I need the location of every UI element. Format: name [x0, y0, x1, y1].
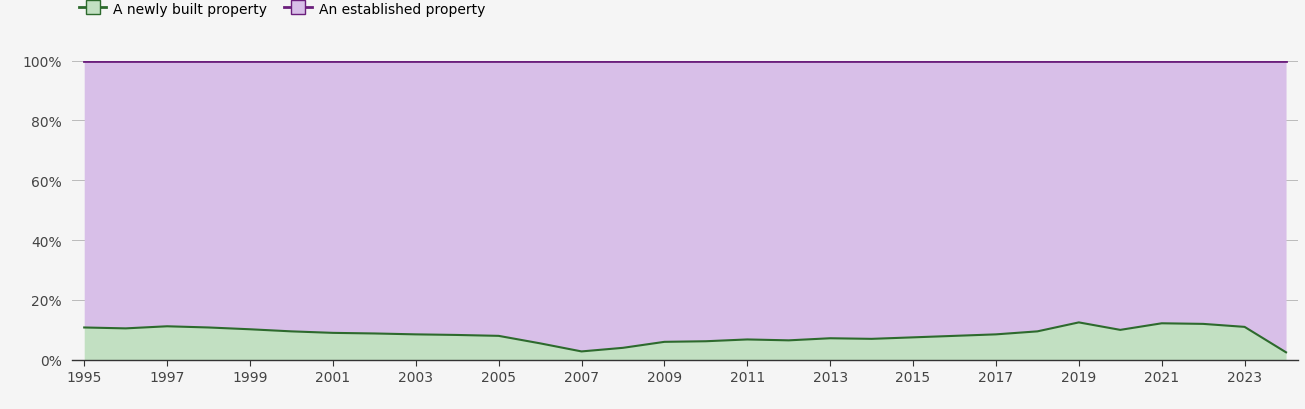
Legend: A newly built property, An established property: A newly built property, An established p… [78, 2, 485, 16]
